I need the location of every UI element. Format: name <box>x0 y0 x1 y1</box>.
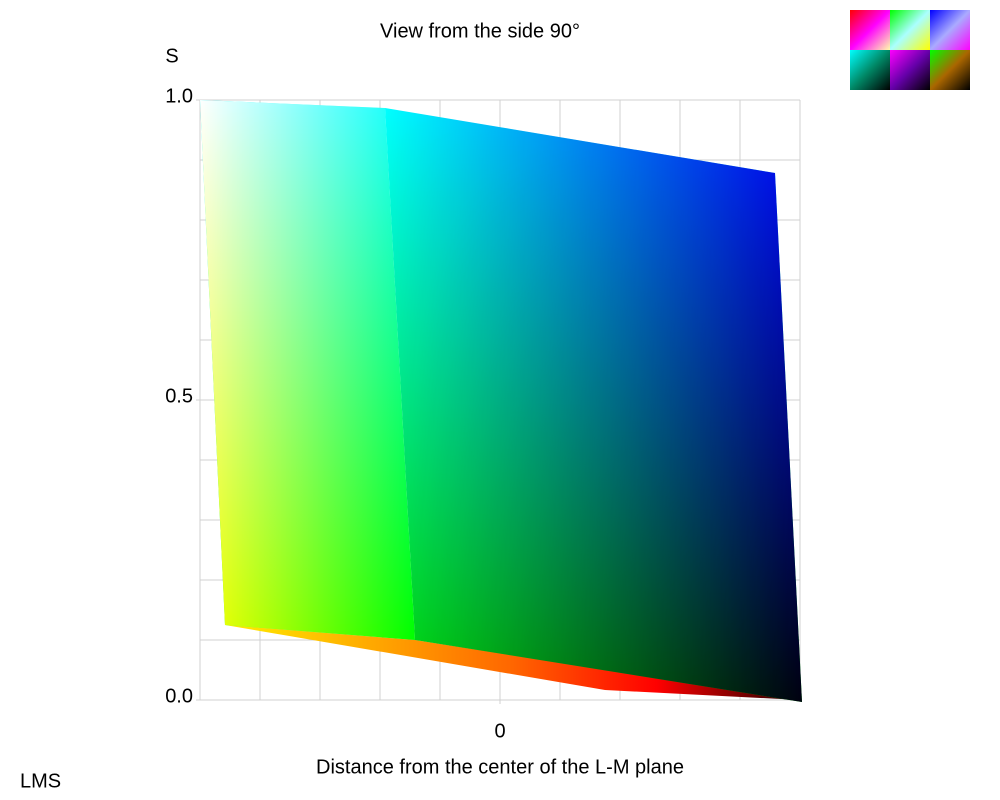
swatch <box>890 10 930 50</box>
x-tick-label: 0 <box>494 720 505 742</box>
swatches <box>850 10 970 90</box>
y-tick-label: 0.5 <box>165 385 193 407</box>
bottom-face <box>225 625 800 700</box>
swatch <box>930 10 970 50</box>
y-tick-label: 0.0 <box>165 685 193 707</box>
right-face-shade <box>385 108 802 702</box>
chart-title: View from the side 90° <box>380 20 580 42</box>
swatch <box>890 50 930 90</box>
swatch <box>930 50 970 90</box>
y-tick-label: 1.0 <box>165 85 193 107</box>
y-axis-label: S <box>165 45 178 67</box>
x-axis-label: Distance from the center of the L-M plan… <box>316 756 684 778</box>
swatch <box>850 10 890 50</box>
left-face-shade <box>200 100 415 640</box>
color-solid <box>200 100 802 702</box>
swatch <box>850 50 890 90</box>
space-label: LMS <box>20 770 61 792</box>
